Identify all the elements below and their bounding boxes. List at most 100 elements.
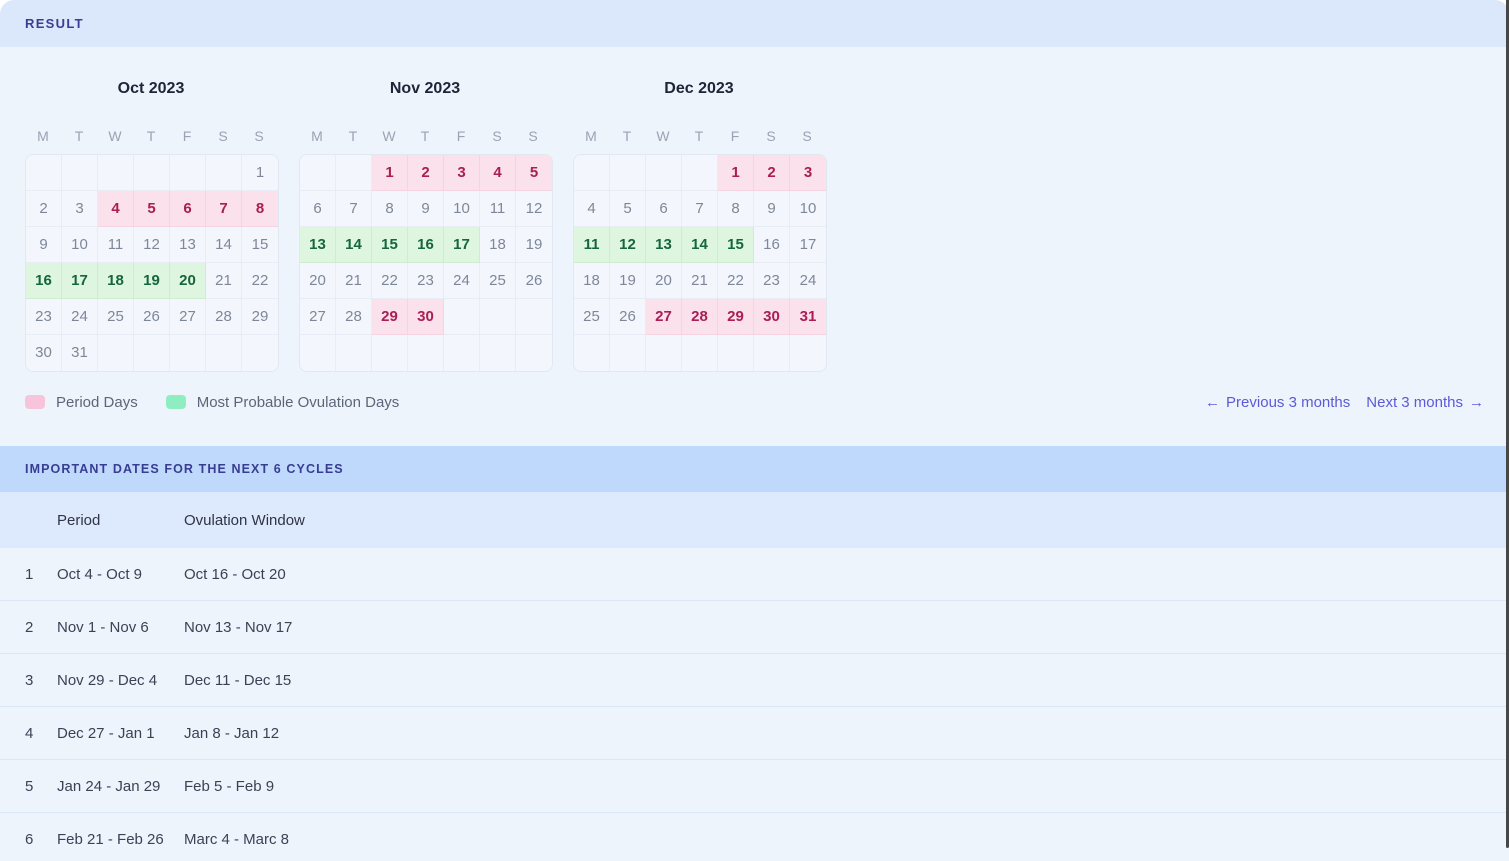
empty-day-cell	[62, 155, 98, 191]
legend-nav-row: Period Days Most Probable Ovulation Days…	[0, 391, 1509, 413]
day-cell: 5	[610, 191, 646, 227]
day-cell: 11	[98, 227, 134, 263]
day-cell: 8	[242, 191, 278, 227]
day-cell: 14	[682, 227, 718, 263]
empty-day-cell	[682, 155, 718, 191]
weekday-label: S	[254, 128, 264, 144]
empty-day-cell	[408, 335, 444, 371]
empty-day-cell	[610, 335, 646, 371]
cycle-number: 3	[25, 671, 34, 689]
day-cell: 3	[62, 191, 98, 227]
empty-day-cell	[444, 335, 480, 371]
legend-item-period: Period Days	[25, 394, 138, 411]
table-body: 1 Oct 4 - Oct 9 Oct 16 - Oct 20 2 Nov 1 - No…	[0, 548, 1509, 861]
day-cell: 19	[134, 263, 170, 299]
day-cell: 7	[336, 191, 372, 227]
right-arrow-icon: →	[1469, 393, 1484, 411]
empty-day-cell	[300, 155, 336, 191]
empty-day-cell	[444, 299, 480, 335]
ovulation-range: Dec 11 - Dec 15	[184, 671, 292, 689]
day-cell: 24	[444, 263, 480, 299]
day-cell: 16	[408, 227, 444, 263]
week-row: 13 14 15 16 17 18 19	[300, 227, 552, 263]
table-row: 6 Feb 21 - Feb 26 Marc 4 - Marc 8	[0, 813, 1509, 861]
table-header-row: Period Ovulation Window	[0, 492, 1509, 548]
empty-day-cell	[574, 335, 610, 371]
weekday-label: T	[74, 128, 84, 144]
day-cell: 26	[134, 299, 170, 335]
empty-day-cell	[170, 155, 206, 191]
day-cell: 27	[170, 299, 206, 335]
weekday-label: M	[585, 128, 597, 144]
day-cell: 27	[300, 299, 336, 335]
month-title: Oct 2023	[117, 80, 185, 97]
period-range: Jan 24 - Jan 29	[57, 777, 161, 795]
weekday-label: W	[382, 128, 396, 144]
cycle-number: 5	[25, 777, 34, 795]
previous-link-label: Previous 3 months	[1226, 393, 1351, 411]
day-cell: 23	[754, 263, 790, 299]
day-cell: 23	[408, 263, 444, 299]
weekday-label: S	[218, 128, 228, 144]
empty-day-cell	[206, 335, 242, 371]
day-cell: 5	[516, 155, 552, 191]
day-cell: 14	[336, 227, 372, 263]
weekday-label: S	[766, 128, 776, 144]
period-range: Nov 29 - Dec 4	[57, 671, 158, 689]
ovulation-range: Feb 5 - Feb 9	[184, 777, 275, 795]
weekday-label: F	[730, 128, 740, 144]
legend-label-period: Period Days	[56, 393, 138, 411]
day-cell: 17	[444, 227, 480, 263]
ovulation-range: Marc 4 - Marc 8	[184, 830, 290, 848]
day-cell: 12	[134, 227, 170, 263]
empty-day-cell	[336, 335, 372, 371]
day-cell: 30	[26, 335, 62, 371]
day-cell: 4	[574, 191, 610, 227]
day-cell: 30	[754, 299, 790, 335]
day-cell: 7	[206, 191, 242, 227]
weekday-label: S	[802, 128, 812, 144]
empty-day-cell	[480, 335, 516, 371]
weekday-label: S	[528, 128, 538, 144]
day-cell: 12	[516, 191, 552, 227]
week-row: 23 24 25 26 27 28 29	[26, 299, 278, 335]
empty-day-cell	[300, 335, 336, 371]
scrollbar[interactable]	[1506, 0, 1509, 848]
day-cell: 15	[372, 227, 408, 263]
table-row: 3 Nov 29 - Dec 4 Dec 11 - Dec 15	[0, 654, 1509, 707]
day-cell: 24	[790, 263, 826, 299]
empty-day-cell	[206, 155, 242, 191]
day-cell: 8	[372, 191, 408, 227]
day-cell: 27	[646, 299, 682, 335]
day-cell: 21	[206, 263, 242, 299]
day-cell: 3	[444, 155, 480, 191]
column-header-ovulation: Ovulation Window	[184, 511, 305, 529]
calendar-row: Oct 2023 M T W T F S S 1 2 3 4 5 6 7 8 9 10 11 12 13 14 15 16 17…	[0, 47, 1509, 372]
day-cell: 2	[408, 155, 444, 191]
week-row: 1	[26, 155, 278, 191]
day-cell: 13	[170, 227, 206, 263]
column-header-period: Period	[57, 511, 101, 529]
important-dates-header: IMPORTANT DATES FOR THE NEXT 6 CYCLES	[0, 446, 1509, 492]
next-3-months-link[interactable]: Next 3 months →	[1366, 394, 1484, 411]
week-row	[300, 335, 552, 371]
empty-day-cell	[790, 335, 826, 371]
day-cell: 19	[516, 227, 552, 263]
day-cell: 10	[62, 227, 98, 263]
week-row: 6 7 8 9 10 11 12	[300, 191, 552, 227]
day-cell: 18	[574, 263, 610, 299]
day-cell: 4	[480, 155, 516, 191]
empty-day-cell	[646, 335, 682, 371]
week-row	[574, 335, 826, 371]
empty-day-cell	[646, 155, 682, 191]
empty-day-cell	[682, 335, 718, 371]
important-dates-title: IMPORTANT DATES FOR THE NEXT 6 CYCLES	[25, 462, 344, 476]
day-cell: 6	[300, 191, 336, 227]
day-cell: 15	[242, 227, 278, 263]
day-cell: 18	[480, 227, 516, 263]
previous-3-months-link[interactable]: ← Previous 3 months	[1205, 394, 1350, 411]
